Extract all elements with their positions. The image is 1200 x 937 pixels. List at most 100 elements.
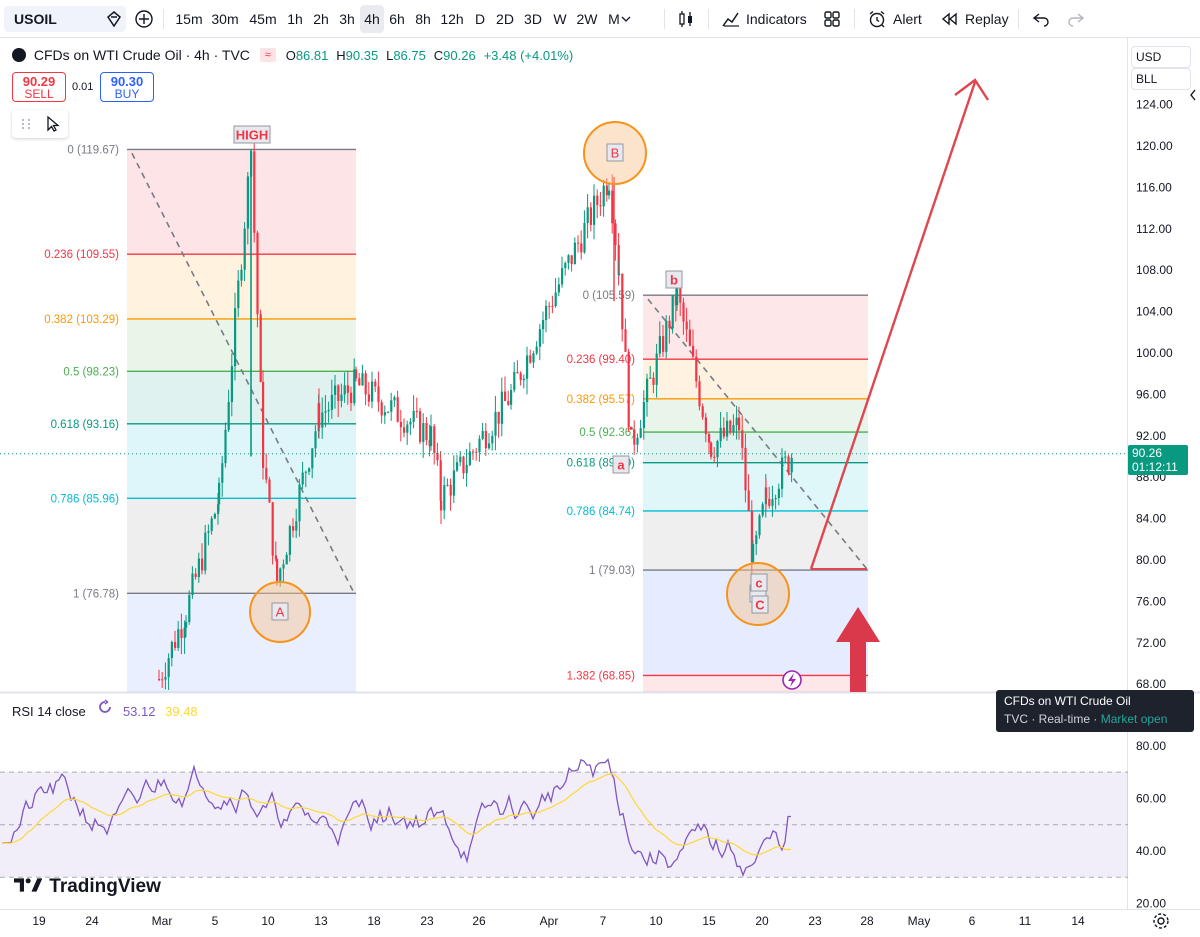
buy-price: 90.30 bbox=[110, 74, 144, 89]
time-axis-label: 23 bbox=[808, 914, 822, 928]
candle-body bbox=[624, 329, 627, 352]
candle-body bbox=[191, 573, 194, 596]
alert-button[interactable]: Alert bbox=[893, 11, 922, 27]
rsi-value: 53.12 bbox=[122, 704, 156, 720]
alarm-clock-icon[interactable] bbox=[867, 9, 887, 29]
chart-settings-icon[interactable] bbox=[1151, 911, 1171, 931]
open-value: 86.81 bbox=[295, 47, 329, 63]
timeframe-W[interactable]: W bbox=[553, 11, 567, 27]
timeframe-D[interactable]: D bbox=[474, 11, 486, 27]
loading-icon bbox=[99, 699, 112, 713]
time-axis-label: 13 bbox=[314, 914, 328, 928]
symbol-name[interactable]: USOIL bbox=[14, 11, 57, 27]
candle-body bbox=[744, 447, 747, 491]
chart-area[interactable]: 0 (119.67) 0.236 (109.55) 0.382 (103.29) 0.… bbox=[0, 38, 1200, 937]
timeframe-4h[interactable]: 4h bbox=[360, 5, 384, 33]
replay-button[interactable]: Replay bbox=[965, 11, 1009, 27]
symbol-search[interactable]: USOIL bbox=[4, 6, 126, 32]
candle-body bbox=[292, 526, 295, 531]
timeframe-dropdown-icon[interactable] bbox=[620, 13, 632, 25]
timeframe-3h[interactable]: 3h bbox=[339, 11, 355, 27]
timeframe-1h[interactable]: 1h bbox=[287, 11, 303, 27]
rsi-axis-label: 60.00 bbox=[1136, 791, 1166, 805]
timeframe-12h[interactable]: 12h bbox=[440, 11, 464, 27]
time-axis-label: 14 bbox=[1071, 914, 1085, 928]
candle-body bbox=[708, 434, 711, 443]
candle-body bbox=[304, 471, 307, 473]
candle-body bbox=[633, 429, 636, 445]
undo-icon[interactable] bbox=[1031, 9, 1051, 29]
symbol-info-icon[interactable] bbox=[104, 9, 124, 29]
timeframe-2D[interactable]: 2D bbox=[496, 11, 514, 27]
candle-body bbox=[194, 573, 197, 578]
buy-button[interactable]: 90.30 BUY bbox=[100, 72, 154, 102]
legend-title[interactable]: CFDs on WTI Crude Oil · 4h · TVC bbox=[33, 47, 250, 64]
timeframe-15m[interactable]: 15m bbox=[175, 11, 203, 27]
change-value: +3.48 (+4.01%) bbox=[483, 47, 574, 63]
candle-body bbox=[655, 353, 658, 385]
replay-icon[interactable] bbox=[940, 9, 960, 29]
symbol-logo-icon bbox=[12, 48, 26, 63]
candle-body bbox=[765, 487, 768, 499]
compare-add-icon[interactable] bbox=[134, 9, 154, 29]
fib-level-label: 0.382 (95.57) bbox=[567, 394, 636, 406]
candle-body bbox=[722, 427, 725, 437]
timeframe-2W[interactable]: 2W bbox=[576, 11, 598, 27]
fib-level-label: 0.236 (109.55) bbox=[44, 249, 119, 261]
fib-zone bbox=[127, 254, 356, 319]
candle-body bbox=[465, 465, 468, 474]
timeframe-3D[interactable]: 3D bbox=[524, 11, 542, 27]
indicators-icon[interactable] bbox=[721, 9, 741, 29]
high-value: 90.35 bbox=[345, 47, 379, 63]
scroll-chevron-icon bbox=[1190, 89, 1196, 101]
close-value: 90.26 bbox=[443, 47, 476, 63]
candle-body bbox=[713, 456, 716, 458]
symbol-tooltip: CFDs on WTI Crude Oil TVC · Real-time · … bbox=[996, 690, 1194, 732]
candle-body bbox=[642, 402, 645, 429]
candle-body bbox=[364, 373, 367, 395]
cursor-arrow-icon[interactable] bbox=[44, 115, 62, 133]
timeframe-45m[interactable]: 45m bbox=[249, 11, 277, 27]
candle-body bbox=[188, 595, 191, 623]
candle-body bbox=[589, 207, 592, 225]
drag-handle-icon[interactable] bbox=[18, 116, 34, 132]
timeframe-30m[interactable]: 30m bbox=[211, 11, 239, 27]
wave-B-label-text: B bbox=[611, 146, 620, 161]
candle-body bbox=[210, 518, 213, 532]
candle-body bbox=[491, 435, 494, 444]
candle-body bbox=[542, 320, 545, 330]
candle-body bbox=[738, 417, 741, 431]
rsi-label[interactable]: RSI 14 close bbox=[12, 704, 86, 720]
layout-grid-icon[interactable] bbox=[822, 9, 842, 29]
divider bbox=[854, 9, 855, 29]
candle-body bbox=[526, 355, 529, 379]
spread-value: 0.01 bbox=[72, 81, 94, 93]
timeframe-2h[interactable]: 2h bbox=[313, 11, 329, 27]
unit-selector[interactable]: BLL bbox=[1131, 68, 1191, 90]
tooltip-source: TVC bbox=[1004, 712, 1028, 726]
candle-body bbox=[507, 400, 510, 405]
redo-icon[interactable] bbox=[1066, 9, 1086, 29]
rsi-ma-line bbox=[1, 773, 792, 856]
candle-body bbox=[279, 568, 282, 581]
candle-body bbox=[217, 504, 220, 515]
candle-body bbox=[500, 391, 503, 424]
indicators-button[interactable]: Indicators bbox=[746, 11, 807, 27]
candle-body bbox=[577, 242, 580, 244]
time-axis-label: 28 bbox=[860, 914, 874, 928]
candle-body bbox=[271, 502, 274, 556]
sell-button[interactable]: 90.29 SELL bbox=[12, 72, 66, 102]
candle-style-icon[interactable] bbox=[676, 9, 696, 29]
drawing-toolbar[interactable] bbox=[12, 110, 68, 138]
timeframe-M[interactable]: M bbox=[608, 11, 620, 27]
currency-selector[interactable]: USD bbox=[1131, 46, 1191, 68]
candle-body bbox=[343, 385, 346, 395]
tradingview-logo[interactable]: TradingView bbox=[14, 876, 161, 900]
candle-body bbox=[605, 185, 608, 196]
time-axis-label: Apr bbox=[540, 914, 559, 928]
price-axis-label: 72.00 bbox=[1136, 636, 1166, 650]
candle-body bbox=[180, 629, 183, 639]
timeframe-6h[interactable]: 6h bbox=[389, 11, 405, 27]
candle-body bbox=[246, 176, 249, 229]
timeframe-8h[interactable]: 8h bbox=[415, 11, 431, 27]
